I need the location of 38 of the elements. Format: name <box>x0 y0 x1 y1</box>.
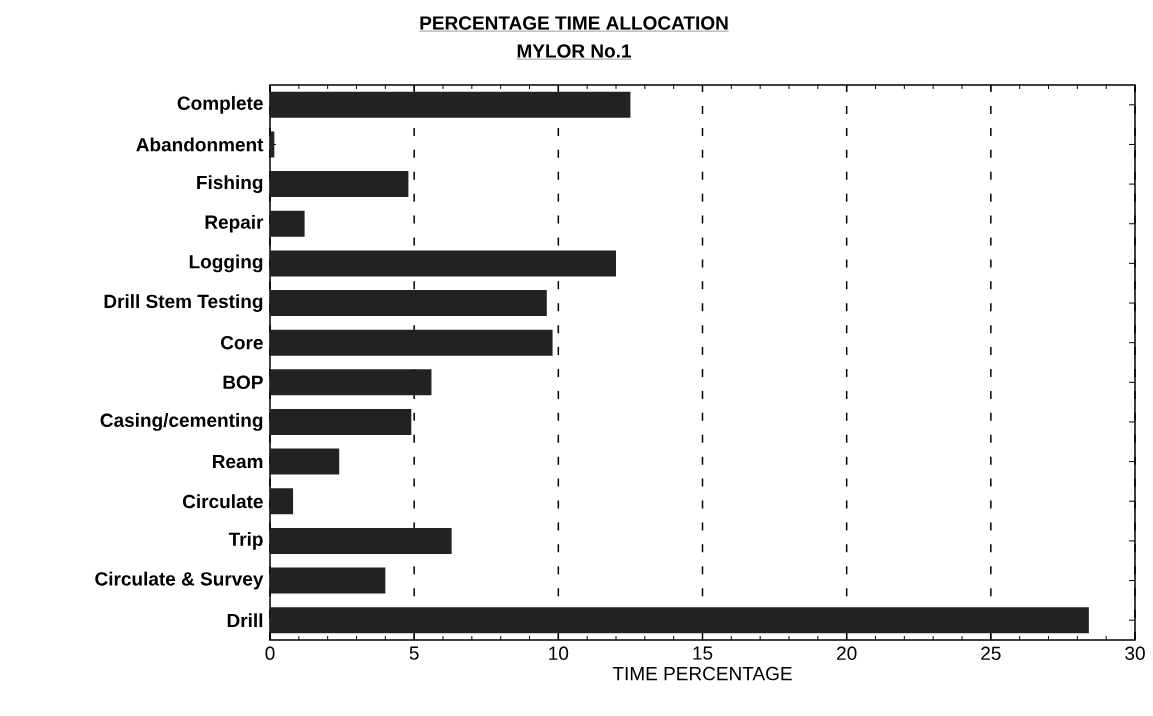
y-tick-label: Core <box>220 335 263 350</box>
y-tick-label: BOP <box>223 375 263 390</box>
y-tick-label: Repair <box>205 214 264 233</box>
x-tick-label: 5 <box>409 646 419 660</box>
y-tick-label: Casing/cementing <box>100 413 263 431</box>
bar <box>270 567 386 594</box>
bar <box>270 250 616 277</box>
bar <box>270 290 547 317</box>
chart-subtitle: MYLOR No.1 <box>517 44 631 58</box>
bar <box>270 607 1089 634</box>
y-tick-label: Drill <box>227 613 263 628</box>
x-tick-label: 30 <box>1125 646 1145 660</box>
x-tick-label: 25 <box>981 646 1001 660</box>
x-axis-title: TIME PERCENTAGE <box>612 666 792 681</box>
chart-title: PERCENTAGE TIME ALLOCATION <box>420 16 728 30</box>
y-tick-label: Ream <box>212 454 263 469</box>
bar <box>270 171 409 198</box>
y-tick-label: Trip <box>228 532 263 550</box>
bar <box>270 488 294 515</box>
y-tick-label: Logging <box>189 254 263 273</box>
x-tick-label: 0 <box>265 646 275 660</box>
x-tick-label: 20 <box>837 646 857 660</box>
bar <box>270 91 631 118</box>
bar <box>270 448 340 475</box>
x-tick-label: 10 <box>549 646 569 660</box>
bar <box>270 408 412 435</box>
y-tick-label: Complete <box>177 95 263 114</box>
y-tick-label: Circulate <box>182 494 263 509</box>
y-tick-label: Circulate & Survey <box>95 571 264 590</box>
x-tick-label: 15 <box>693 646 713 660</box>
bar <box>270 329 553 356</box>
y-tick-label: Drill Stem Testing <box>104 294 263 312</box>
bar <box>270 131 275 158</box>
y-tick-label: Abandonment <box>136 137 264 152</box>
bar <box>270 210 305 237</box>
bar <box>270 527 452 554</box>
y-tick-label: Fishing <box>197 175 263 193</box>
bar <box>270 369 432 396</box>
